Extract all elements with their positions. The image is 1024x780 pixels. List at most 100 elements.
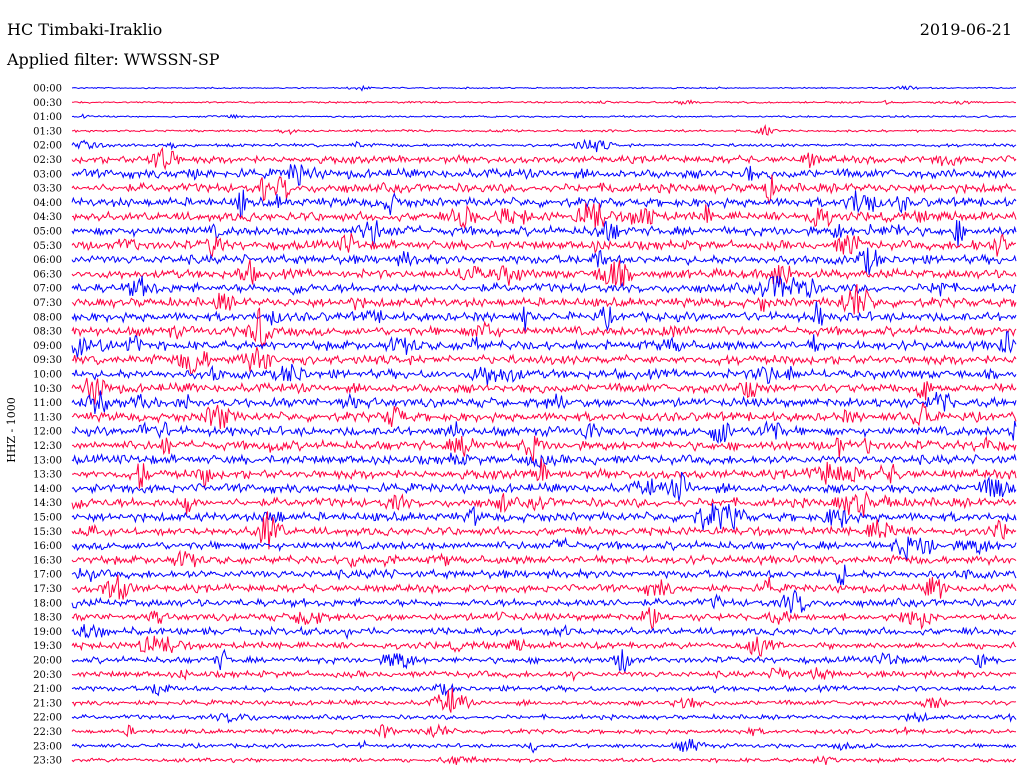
- trace-line: [71, 687, 1017, 713]
- date-label: 2019-06-21: [919, 20, 1012, 39]
- tick-label: 17:30: [33, 584, 62, 595]
- trace-line: [71, 113, 1017, 120]
- tick-label: 21:30: [33, 698, 62, 709]
- trace-line: [71, 164, 1017, 186]
- trace-line: [71, 301, 1017, 332]
- trace-line: [71, 682, 1017, 697]
- tick-label: 23:00: [33, 741, 62, 752]
- trace-line: [71, 549, 1017, 569]
- trace-line: [71, 589, 1017, 614]
- tick-label: 02:00: [33, 141, 62, 152]
- trace-line: [72, 99, 1017, 106]
- tick-label: 12:00: [33, 427, 62, 438]
- trace-line: [71, 648, 1016, 673]
- trace-line: [71, 377, 1017, 405]
- trace-line: [71, 623, 1017, 640]
- tick-label: 21:00: [33, 684, 62, 695]
- tick-label: 00:30: [33, 98, 62, 109]
- tick-label: 19:00: [33, 627, 62, 638]
- tick-label: 06:00: [33, 255, 62, 266]
- trace-line: [71, 435, 1017, 463]
- tick-label: 01:30: [33, 126, 62, 137]
- trace-line: [71, 202, 1017, 230]
- tick-label: 07:30: [33, 298, 62, 309]
- trace-line: [71, 307, 1017, 348]
- trace-line: [71, 452, 1017, 469]
- tick-label: 20:00: [33, 656, 62, 667]
- filter-label: Applied filter: WWSSN-SP: [7, 50, 220, 69]
- tick-label: 01:00: [33, 112, 62, 123]
- tick-label: 18:00: [33, 598, 62, 609]
- trace-line: [71, 84, 1017, 92]
- trace-line: [71, 219, 1017, 248]
- tick-label: 10:00: [33, 370, 62, 381]
- tick-label: 17:00: [33, 570, 62, 581]
- trace-line: [71, 607, 1017, 630]
- trace-line: [71, 346, 1017, 375]
- tick-label: 09:00: [33, 341, 62, 352]
- tick-label: 22:30: [33, 727, 62, 738]
- trace-line: [71, 564, 1017, 586]
- trace-line: [71, 233, 1017, 257]
- tick-label: 23:30: [33, 756, 62, 767]
- trace-line: [71, 331, 1017, 359]
- tick-label: 14:00: [33, 484, 62, 495]
- trace-line: [71, 471, 1017, 502]
- trace-line: [71, 635, 1017, 657]
- tick-label: 05:00: [33, 227, 62, 238]
- trace-line: [71, 259, 1017, 287]
- trace-line: [71, 146, 1017, 171]
- tick-label: 10:30: [33, 384, 62, 395]
- trace-line: [71, 755, 1017, 766]
- trace-line: [71, 536, 1017, 561]
- tick-label: 13:30: [33, 470, 62, 481]
- trace-line: [71, 189, 1017, 218]
- tick-label: 13:00: [33, 455, 62, 466]
- tick-label: 22:00: [33, 713, 62, 724]
- trace-line: [71, 123, 1017, 136]
- station-title: HC Timbaki-Iraklio: [7, 20, 163, 39]
- tick-label: 12:30: [33, 441, 62, 452]
- trace-line: [71, 402, 1017, 430]
- y-axis-label: HHZ - 1000: [5, 397, 18, 463]
- tick-label: 20:30: [33, 670, 62, 681]
- tick-label: 04:30: [33, 212, 62, 223]
- trace-line: [71, 723, 1016, 739]
- tick-label: 06:30: [33, 269, 62, 280]
- trace-line: [71, 503, 1017, 532]
- tick-label: 03:00: [33, 169, 62, 180]
- trace-line: [71, 666, 1017, 683]
- tick-label: 07:00: [33, 284, 62, 295]
- trace-line: [71, 511, 1017, 550]
- tick-label: 11:30: [33, 412, 62, 423]
- trace-line: [71, 738, 1017, 754]
- tick-label: 19:30: [33, 641, 62, 652]
- tick-label: 08:00: [33, 312, 62, 323]
- tick-label: 05:30: [33, 241, 62, 252]
- trace-line: [71, 284, 1017, 315]
- trace-line: [71, 174, 1017, 205]
- tick-label: 08:30: [33, 327, 62, 338]
- trace-line: [71, 711, 1017, 724]
- tick-label: 18:30: [33, 613, 62, 624]
- trace-line: [71, 420, 1017, 445]
- trace-line: [71, 363, 1017, 386]
- tick-label: 09:30: [33, 355, 62, 366]
- seismic-traces: [71, 84, 1017, 766]
- tick-label: 03:30: [33, 184, 62, 195]
- tick-label: 16:30: [33, 555, 62, 566]
- trace-line: [71, 458, 1017, 489]
- tick-label: 15:30: [33, 527, 62, 538]
- tick-label: 16:00: [33, 541, 62, 552]
- trace-line: [71, 574, 1017, 600]
- trace-line: [71, 275, 1017, 298]
- tick-label: 14:30: [33, 498, 62, 509]
- trace-line: [71, 138, 1017, 153]
- tick-label: 02:30: [33, 155, 62, 166]
- tick-label: 15:00: [33, 513, 62, 524]
- tick-label: 11:00: [33, 398, 62, 409]
- trace-line: [71, 247, 1017, 275]
- time-tick-labels: 00:00 00:30 01:00 01:30 02:00 02:30 03:00 03:30…: [33, 84, 62, 767]
- tick-label: 04:00: [33, 198, 62, 209]
